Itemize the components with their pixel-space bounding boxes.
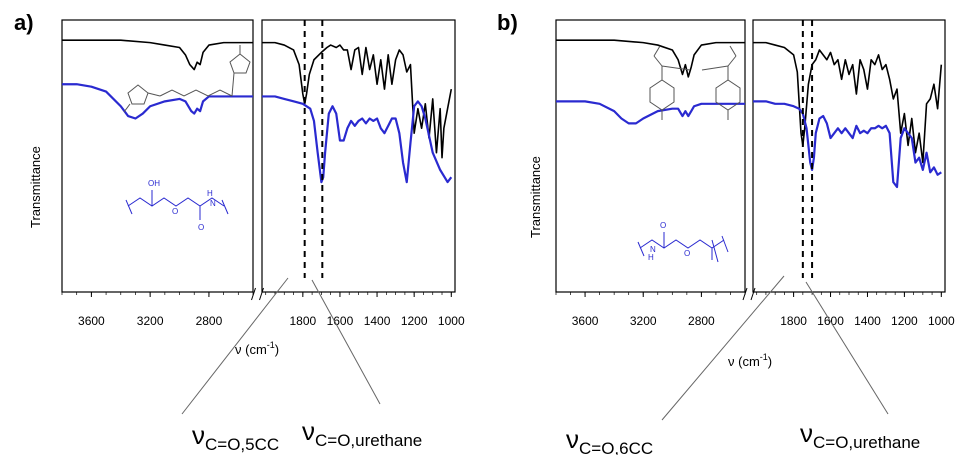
x-tick-label-a-1: 3200 — [137, 314, 164, 328]
series-line-b-3 — [753, 100, 942, 189]
atom-label-o2: O — [198, 223, 204, 232]
x-axis-label-b: ν (cm-1) — [728, 352, 772, 369]
panel-label-b: b) — [497, 10, 518, 35]
molecule-urethane-b — [637, 232, 729, 263]
annotation-b2-arrow — [805, 281, 889, 415]
axis-break-a-2 — [259, 287, 264, 301]
axis-frame-a-2 — [261, 19, 456, 293]
panel-b: b) Transmittance 36003200280018001600140… — [497, 10, 955, 455]
x-tick-label-b-3: 1800 — [780, 314, 807, 328]
atom-label-n: N — [210, 199, 216, 208]
atom-label-oh: OH — [148, 179, 160, 188]
series-line-b-0 — [556, 39, 745, 78]
x-tick-label-a-4: 1600 — [327, 314, 354, 328]
atom-label-o3: O — [660, 221, 666, 230]
annotation-b1-symbol: ν — [566, 424, 579, 454]
plot-area-a: 3600 3200 2800 1800 1600 1400 1200 1000 — [61, 19, 465, 328]
annotation-a1-subscript: C=O,5CC — [205, 435, 279, 454]
atom-label-o4: O — [684, 249, 690, 258]
annotation-a2: νC=O,urethane — [302, 416, 422, 450]
atom-label-nh: H — [648, 253, 654, 262]
annotation-b2: νC=O,urethane — [800, 418, 920, 452]
series-line-a-3 — [262, 95, 453, 184]
x-tick-label-b-6: 1200 — [891, 314, 918, 328]
x-tick-label-b-0: 3600 — [572, 314, 599, 328]
x-axis-label-a-end: ) — [275, 342, 279, 357]
y-axis-label-b: Transmittance — [528, 156, 543, 238]
x-axis-label-a-sup: -1 — [267, 340, 275, 350]
annotation-a1: νC=O,5CC — [192, 420, 279, 454]
annotation-b1-subscript: C=O,6CC — [579, 439, 653, 455]
x-tick-label-a-7: 1000 — [438, 314, 465, 328]
x-axis-label-b-sup: -1 — [760, 352, 768, 362]
annotation-a2-subscript: C=O,urethane — [315, 431, 422, 450]
series-line-a-1 — [262, 41, 453, 159]
axis-frame-b-1 — [555, 19, 746, 293]
x-axis-label-b-base: ν (cm — [728, 354, 760, 369]
axis-frame-a-1 — [61, 19, 254, 293]
series-line-b-2 — [556, 100, 745, 125]
molecule-urethane-b-labels: O H N O — [648, 221, 690, 262]
axis-frame-b-2 — [752, 19, 946, 293]
molecule-urethane-a-labels: OH O O H N — [148, 179, 216, 232]
x-axis-label-a: ν (cm-1) — [235, 340, 279, 357]
atom-label-n2: N — [650, 245, 656, 254]
annotation-a2-arrow — [311, 279, 381, 405]
x-tick-label-a-3: 1800 — [289, 314, 316, 328]
x-tick-label-b-5: 1400 — [854, 314, 881, 328]
y-axis-label-a: Transmittance — [28, 146, 43, 228]
x-axis-label-b-end: ) — [768, 354, 772, 369]
annotation-b2-symbol: ν — [800, 418, 813, 448]
atom-label-h: H — [207, 189, 213, 198]
x-tick-label-a-2: 2800 — [196, 314, 223, 328]
molecule-dicyclic-carbonate — [649, 45, 741, 120]
panel-a: a) Transmittance 3600 3200 2800 1800 1600 140… — [14, 10, 465, 454]
annotation-a1-arrow — [181, 277, 289, 415]
annotation-b1: νC=O,6CC — [566, 424, 653, 455]
axis-break-a-1 — [251, 287, 256, 301]
annotation-b2-subscript: C=O,urethane — [813, 433, 920, 452]
x-tick-label-a-0: 3600 — [78, 314, 105, 328]
molecule-urethane-a — [125, 190, 229, 220]
molecule-diglycerol-carbonate — [123, 45, 251, 113]
x-tick-label-a-5: 1400 — [364, 314, 391, 328]
x-tick-label-b-7: 1000 — [928, 314, 955, 328]
x-axis-label-a-base: ν (cm — [235, 342, 267, 357]
axis-break-b-2 — [750, 287, 756, 301]
x-tick-label-b-2: 2800 — [688, 314, 715, 328]
series-line-a-0 — [62, 39, 253, 71]
annotation-b1-arrow — [661, 275, 785, 421]
panel-label-a: a) — [14, 10, 34, 35]
x-tick-label-b-1: 3200 — [630, 314, 657, 328]
annotation-a1-symbol: ν — [192, 420, 205, 450]
x-tick-label-a-6: 1200 — [401, 314, 428, 328]
series-line-a-2 — [62, 83, 253, 120]
atom-label-o1: O — [172, 207, 178, 216]
series-line-b-1 — [753, 41, 943, 164]
annotation-a2-symbol: ν — [302, 416, 315, 446]
